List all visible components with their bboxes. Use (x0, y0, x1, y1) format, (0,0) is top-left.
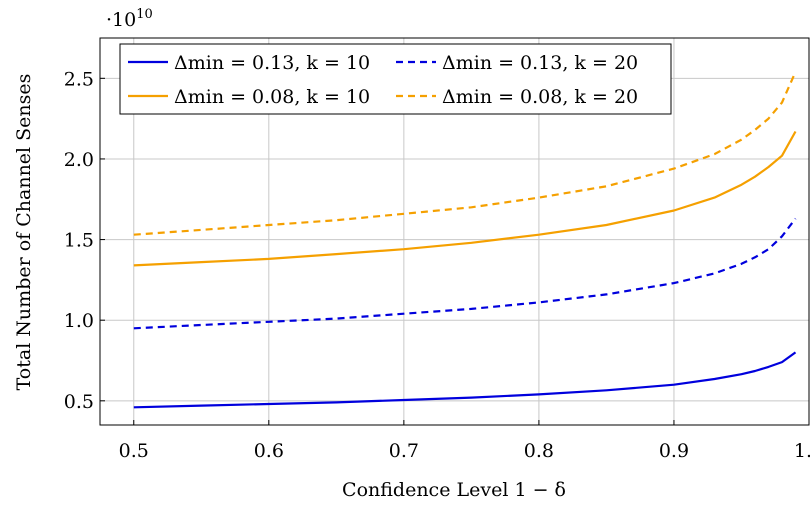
x-tick-label: 1.0 (794, 440, 810, 462)
y-tick-label: 0.5 (64, 391, 94, 413)
x-tick-label: 0.5 (119, 440, 149, 462)
series-line-2 (133, 217, 797, 330)
y-tick-label: 2.0 (64, 149, 94, 171)
x-tick-label: 0.9 (659, 440, 689, 462)
y-ticks: 0.5 1.0 1.5 2.0 2.5 (64, 68, 105, 413)
legend-label: Δmin = 0.13, k = 20 (442, 52, 638, 74)
legend-box (119, 43, 672, 115)
x-axis-label: Confidence Level 1 − δ (342, 479, 566, 501)
y-tick-label: 1.5 (64, 230, 94, 252)
y-multiplier: ·1010 (106, 7, 153, 31)
x-tick-label: 0.7 (389, 440, 419, 462)
y-multiplier-base: ·10 (106, 9, 136, 31)
series-layer (133, 71, 797, 409)
legend-label: Δmin = 0.08, k = 20 (442, 86, 638, 108)
x-tick-label: 0.6 (254, 440, 284, 462)
legend-label: Δmin = 0.08, k = 10 (174, 86, 370, 108)
series-line-3 (133, 130, 797, 267)
y-multiplier-exponent: 10 (136, 7, 153, 22)
legend-label: Δmin = 0.13, k = 10 (174, 52, 370, 74)
y-tick-label: 1.0 (64, 310, 94, 332)
legend: Δmin = 0.13, k = 10 Δmin = 0.13, k = 20 Δm… (119, 43, 672, 115)
y-axis-label: Total Number of Channel Senses (13, 74, 35, 391)
plot-frame (99, 37, 810, 426)
x-tick-label: 0.8 (524, 440, 554, 462)
series-line-1 (133, 351, 797, 409)
y-tick-label: 2.5 (64, 68, 94, 90)
series-line-4 (133, 71, 797, 236)
x-ticks: 0.5 0.6 0.7 0.8 0.9 1.0 (119, 420, 810, 462)
